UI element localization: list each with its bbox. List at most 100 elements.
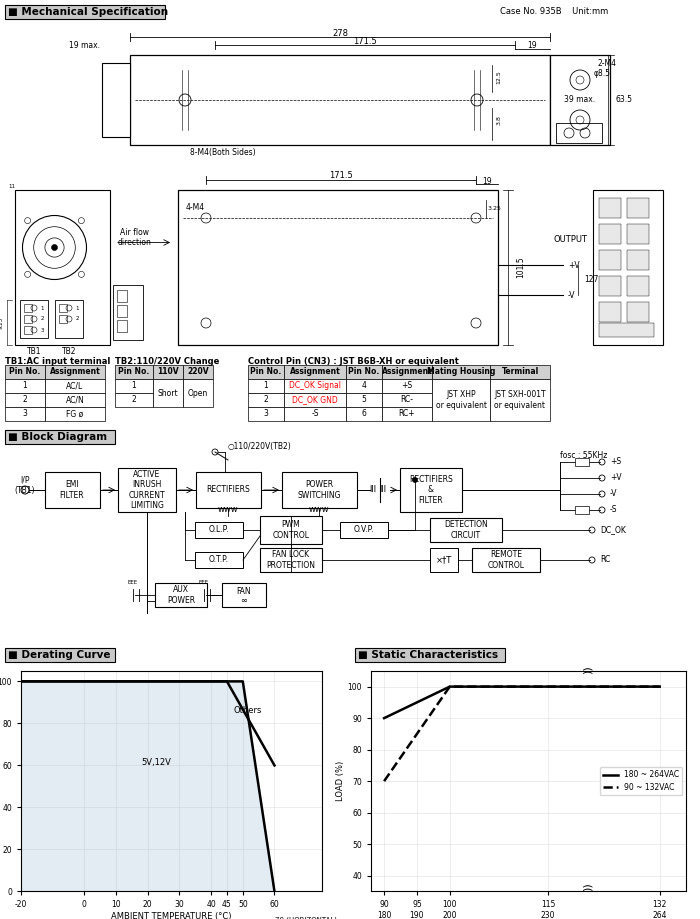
Text: 5: 5	[362, 395, 366, 404]
Text: 19 max.: 19 max.	[69, 40, 100, 50]
Bar	[178, 190, 498, 345]
Text: Open: Open	[188, 389, 208, 398]
Text: +S: +S	[401, 381, 412, 391]
Bar	[382, 365, 432, 379]
Text: ■ Mechanical Specification: ■ Mechanical Specification	[8, 7, 168, 17]
Bar	[556, 123, 602, 143]
Bar	[45, 407, 105, 421]
Text: 11: 11	[8, 184, 15, 188]
180 ~ 264VAC	[577, 681, 585, 692]
Text: 8-M4(Both Sides): 8-M4(Both Sides)	[190, 148, 256, 156]
Text: 39 max.: 39 max.	[564, 96, 596, 105]
Bar	[382, 407, 432, 421]
Bar	[599, 224, 621, 244]
Text: +V: +V	[610, 473, 622, 482]
Text: 3.25: 3.25	[487, 206, 501, 210]
Text: DC_OK Signal: DC_OK Signal	[289, 381, 341, 391]
90 ~ 132VAC	[380, 776, 389, 787]
Text: )): ))	[582, 882, 593, 891]
Bar	[599, 276, 621, 296]
Text: RC+: RC+	[399, 410, 415, 418]
Text: Assignment: Assignment	[290, 368, 340, 377]
Text: 2-M4: 2-M4	[598, 59, 617, 67]
Bar	[346, 393, 382, 407]
Text: 63.5: 63.5	[615, 96, 632, 105]
Bar	[550, 55, 610, 145]
Bar	[59, 304, 67, 312]
Text: Case No. 935B    Unit:mm: Case No. 935B Unit:mm	[500, 7, 608, 17]
Text: TB1:AC input terminal: TB1:AC input terminal	[5, 357, 111, 366]
Text: (TB1): (TB1)	[15, 486, 35, 495]
Bar	[5, 379, 45, 393]
Text: FAN: FAN	[237, 586, 251, 596]
Bar	[248, 379, 284, 393]
Bar	[382, 379, 432, 393]
Bar	[282, 472, 357, 508]
Text: RC-: RC-	[400, 395, 414, 404]
90 ~ 132VAC	[445, 681, 454, 692]
Bar	[593, 190, 663, 345]
Y-axis label: LOAD (%): LOAD (%)	[336, 761, 344, 801]
Bar	[599, 198, 621, 218]
Bar	[117, 290, 127, 302]
Text: 220V: 220V	[187, 368, 209, 377]
Text: 3: 3	[41, 327, 43, 333]
Text: O.T.P.: O.T.P.	[209, 555, 229, 564]
Bar	[346, 407, 382, 421]
Bar	[5, 5, 165, 19]
Bar	[115, 379, 153, 393]
Bar	[45, 393, 105, 407]
Bar	[183, 379, 213, 407]
180 ~ 264VAC	[380, 712, 389, 723]
Text: 4-M4: 4-M4	[186, 203, 205, 212]
Bar	[430, 548, 458, 572]
Text: Pin No.: Pin No.	[118, 368, 150, 377]
Text: O.L.P.: O.L.P.	[209, 526, 230, 535]
Text: direction: direction	[118, 238, 152, 247]
Text: 6: 6	[362, 410, 366, 418]
Text: JST SXH-001T
or equivalent: JST SXH-001T or equivalent	[494, 391, 546, 410]
Text: Pin No.: Pin No.	[349, 368, 379, 377]
Text: 278: 278	[332, 28, 348, 38]
Bar	[430, 518, 502, 542]
Text: Assignment: Assignment	[382, 368, 433, 377]
Text: -S: -S	[312, 410, 318, 418]
Text: +S: +S	[610, 458, 621, 467]
Text: RC: RC	[600, 555, 610, 564]
Text: DC_OK: DC_OK	[600, 526, 626, 535]
Bar	[627, 276, 649, 296]
Text: 171.5: 171.5	[353, 37, 377, 46]
Text: 1: 1	[264, 381, 268, 391]
Bar	[284, 379, 346, 393]
Bar	[432, 379, 490, 421]
Bar	[575, 458, 589, 466]
Bar	[490, 365, 550, 379]
Text: www: www	[218, 505, 238, 515]
Bar	[346, 379, 382, 393]
Text: RECTIFIERS
&
FILTER: RECTIFIERS & FILTER	[409, 475, 453, 505]
Line: 90 ~ 132VAC: 90 ~ 132VAC	[384, 686, 659, 781]
Text: ■ Static Characteristics: ■ Static Characteristics	[358, 650, 498, 660]
Bar	[24, 326, 32, 334]
Text: 3.8: 3.8	[496, 115, 501, 125]
Text: 2: 2	[22, 395, 27, 404]
Bar	[5, 648, 115, 662]
Text: fosc : 55KHz: fosc : 55KHz	[560, 450, 608, 460]
Text: EMI
FILTER: EMI FILTER	[60, 481, 84, 500]
Text: JST XHP
or equivalent: JST XHP or equivalent	[435, 391, 486, 410]
Bar	[599, 250, 621, 270]
Text: 1: 1	[22, 381, 27, 391]
Bar	[183, 365, 213, 379]
Bar	[24, 315, 32, 323]
Text: AC/L: AC/L	[66, 381, 83, 391]
Text: lll: lll	[379, 485, 386, 494]
Bar	[118, 468, 176, 512]
Bar	[400, 468, 462, 512]
Text: REMOTE
CONTROL: REMOTE CONTROL	[487, 550, 524, 570]
Text: ∞: ∞	[241, 596, 248, 605]
Bar	[24, 304, 32, 312]
Bar	[115, 393, 153, 407]
Bar	[153, 379, 183, 407]
Bar	[340, 522, 388, 538]
Bar	[248, 407, 284, 421]
